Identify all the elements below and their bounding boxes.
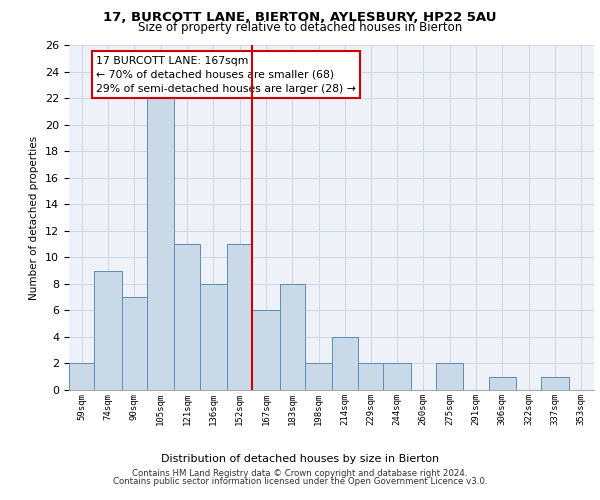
Text: Contains HM Land Registry data © Crown copyright and database right 2024.: Contains HM Land Registry data © Crown c… [132,468,468,477]
Text: 17, BURCOTT LANE, BIERTON, AYLESBURY, HP22 5AU: 17, BURCOTT LANE, BIERTON, AYLESBURY, HP… [103,11,497,24]
Text: Size of property relative to detached houses in Bierton: Size of property relative to detached ho… [138,21,462,34]
Bar [383,364,410,390]
Bar [200,284,227,390]
Bar [253,310,280,390]
Bar [122,297,147,390]
Text: 17 BURCOTT LANE: 167sqm
← 70% of detached houses are smaller (68)
29% of semi-de: 17 BURCOTT LANE: 167sqm ← 70% of detache… [96,56,356,94]
Bar [280,284,305,390]
Bar [94,270,122,390]
Bar [332,337,358,390]
Bar [436,364,463,390]
Text: Contains public sector information licensed under the Open Government Licence v3: Contains public sector information licen… [113,477,487,486]
Text: Distribution of detached houses by size in Bierton: Distribution of detached houses by size … [161,454,439,464]
Bar [358,364,383,390]
Y-axis label: Number of detached properties: Number of detached properties [29,136,40,300]
Bar [69,364,94,390]
Bar [175,244,200,390]
Bar [227,244,253,390]
Bar [305,364,332,390]
Bar [541,376,569,390]
Bar [147,98,175,390]
Bar [488,376,516,390]
